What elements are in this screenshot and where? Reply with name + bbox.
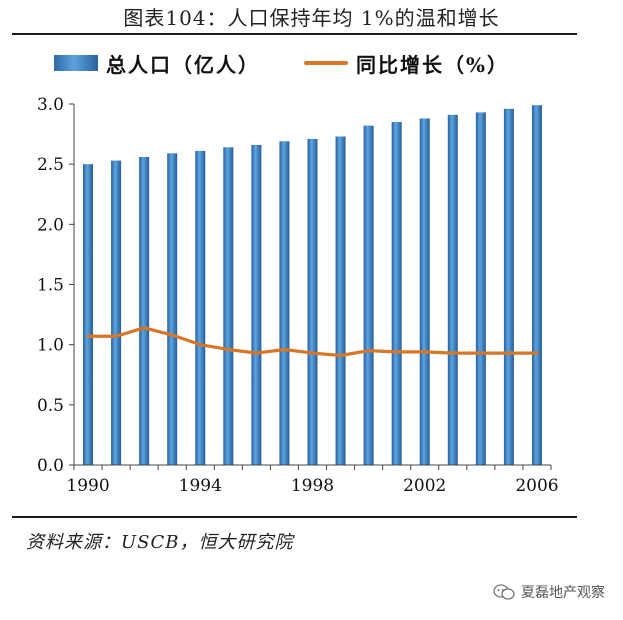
x-tick-label: 2002 bbox=[403, 476, 446, 496]
legend-bar-swatch bbox=[54, 55, 98, 71]
growth-point-2002 bbox=[423, 350, 427, 354]
y-tick-label: 2.5 bbox=[37, 155, 64, 175]
bar-2004 bbox=[475, 112, 486, 465]
y-tick-label: 1.0 bbox=[37, 336, 64, 356]
growth-point-1993 bbox=[170, 333, 174, 337]
bar-1995 bbox=[223, 147, 234, 465]
growth-point-2005 bbox=[507, 351, 511, 355]
y-tick-label: 0.5 bbox=[37, 396, 64, 416]
wechat-icon bbox=[493, 584, 515, 600]
legend: 总人口（亿人） 同比增长（%） bbox=[54, 48, 509, 78]
growth-point-1991 bbox=[114, 334, 118, 338]
source-note: 资料来源：USCB，恒大研究院 bbox=[26, 532, 294, 553]
bar-2002 bbox=[419, 118, 430, 465]
bar-2000 bbox=[363, 125, 374, 465]
watermark: 夏磊地产观察 bbox=[493, 582, 605, 602]
growth-point-1992 bbox=[142, 326, 146, 330]
watermark-text: 夏磊地产观察 bbox=[521, 585, 605, 601]
growth-point-1994 bbox=[198, 343, 202, 347]
bottom-rule bbox=[12, 516, 577, 518]
bar-1998 bbox=[307, 138, 318, 465]
bar-1992 bbox=[139, 156, 150, 466]
growth-point-2004 bbox=[479, 351, 483, 355]
top-rule bbox=[12, 33, 577, 35]
y-tick-label: 3.0 bbox=[37, 95, 64, 115]
y-tick-label: 2.0 bbox=[37, 215, 64, 235]
bar-1993 bbox=[167, 153, 178, 465]
legend-line-label: 同比增长（%） bbox=[356, 52, 510, 77]
y-tick-label: 1.5 bbox=[37, 276, 64, 296]
legend-line-swatch bbox=[304, 61, 348, 65]
bar-2006 bbox=[531, 105, 542, 465]
bar-1997 bbox=[279, 141, 290, 465]
growth-point-1997 bbox=[282, 347, 287, 352]
x-tick-label: 1998 bbox=[291, 476, 334, 496]
bar-2003 bbox=[447, 114, 458, 465]
y-tick-label: 0.0 bbox=[37, 456, 64, 476]
bar-1994 bbox=[195, 150, 206, 465]
bar-2001 bbox=[391, 122, 402, 466]
x-tick-label: 2006 bbox=[515, 476, 558, 496]
legend-bar-label: 总人口（亿人） bbox=[106, 52, 260, 77]
chart-title: 图表104：人口保持年均 1%的温和增长 bbox=[123, 6, 500, 30]
growth-line bbox=[88, 326, 537, 358]
bar-2005 bbox=[503, 108, 514, 466]
bar-1991 bbox=[111, 160, 122, 465]
growth-point-2006 bbox=[535, 351, 539, 355]
growth-point-1998 bbox=[310, 351, 315, 355]
bar-1990 bbox=[83, 164, 94, 465]
bar-1996 bbox=[251, 144, 262, 465]
growth-point-1995 bbox=[226, 347, 230, 352]
x-tick-label: 1994 bbox=[179, 476, 222, 496]
bar-1999 bbox=[335, 136, 346, 466]
x-tick-label: 1990 bbox=[66, 476, 109, 496]
growth-point-2000 bbox=[367, 349, 371, 353]
growth-point-1990 bbox=[86, 334, 90, 338]
growth-point-1996 bbox=[254, 351, 258, 355]
growth-point-2003 bbox=[451, 351, 455, 355]
growth-point-1999 bbox=[338, 353, 343, 358]
growth-point-2001 bbox=[395, 350, 399, 354]
